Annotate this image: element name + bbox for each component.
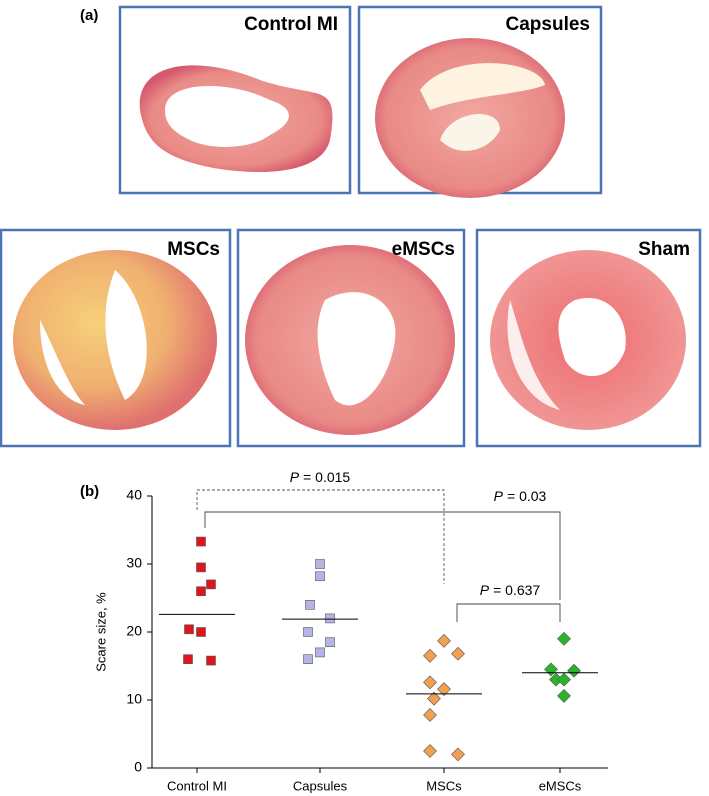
heart-cavity	[420, 63, 545, 110]
panel-label: (b)	[80, 483, 99, 500]
point	[315, 571, 325, 582]
image-label: Capsules	[506, 14, 590, 35]
heart-cavity	[440, 113, 500, 151]
point	[196, 627, 206, 637]
point	[427, 691, 441, 706]
point	[423, 675, 437, 690]
image-label: eMSCs	[392, 239, 455, 260]
x-tick-label: Control MI	[167, 778, 227, 793]
point	[325, 637, 335, 648]
point	[437, 682, 451, 697]
y-tick-label: 10	[126, 691, 142, 707]
point	[303, 627, 313, 637]
point	[196, 586, 206, 597]
y-tick-label: 40	[126, 487, 142, 503]
p-text: = 0.03	[507, 488, 547, 504]
point	[184, 624, 194, 635]
point	[315, 559, 325, 569]
point	[206, 655, 216, 666]
point	[423, 708, 437, 722]
p-value: P = 0.03	[494, 488, 547, 504]
image-label: MSCs	[167, 239, 220, 260]
heart-cavity	[507, 300, 560, 410]
heart-cavity	[105, 270, 147, 400]
p-symbol: P	[290, 469, 300, 485]
point	[183, 654, 193, 665]
point	[557, 672, 571, 687]
point	[451, 747, 465, 762]
point	[325, 613, 335, 624]
heart-cavity	[317, 292, 396, 406]
comparison-bracket	[196, 489, 445, 584]
p-text: = 0.637	[493, 582, 540, 598]
y-tick-label: 20	[126, 623, 142, 639]
x-tick-label: eMSCs	[539, 778, 582, 793]
y-tick-label: 0	[134, 759, 142, 775]
image-label: Control MI	[244, 14, 338, 35]
comparison-bracket	[456, 603, 561, 622]
point	[423, 744, 437, 758]
point	[557, 631, 571, 646]
x-tick-label: MSCs	[426, 778, 462, 793]
comparison-bracket	[204, 511, 561, 600]
point	[206, 579, 216, 590]
p-text: = 0.015	[303, 469, 350, 485]
x-tick-label: Capsules	[293, 778, 348, 793]
panel-label: (a)	[80, 7, 98, 24]
point	[303, 654, 313, 665]
point	[196, 562, 206, 573]
heart-cavity	[165, 86, 289, 147]
point	[567, 663, 581, 678]
point	[305, 599, 315, 610]
point	[451, 646, 465, 661]
point	[557, 688, 571, 703]
y-tick-label: 30	[126, 555, 142, 571]
y-axis-title: Scare size, %	[93, 592, 108, 672]
p-symbol: P	[480, 582, 490, 598]
p-value: P = 0.015	[290, 469, 351, 485]
p-symbol: P	[494, 488, 504, 504]
heart-cavity	[558, 298, 626, 377]
point	[437, 633, 451, 648]
tiles: Control MI Capsules MSCs eMSCs Sham	[0, 5, 702, 448]
point	[423, 648, 437, 663]
point	[196, 536, 206, 547]
p-value: P = 0.637	[480, 582, 541, 598]
heart-cavity	[40, 320, 85, 405]
point	[315, 647, 325, 658]
image-label: Sham	[638, 239, 690, 260]
